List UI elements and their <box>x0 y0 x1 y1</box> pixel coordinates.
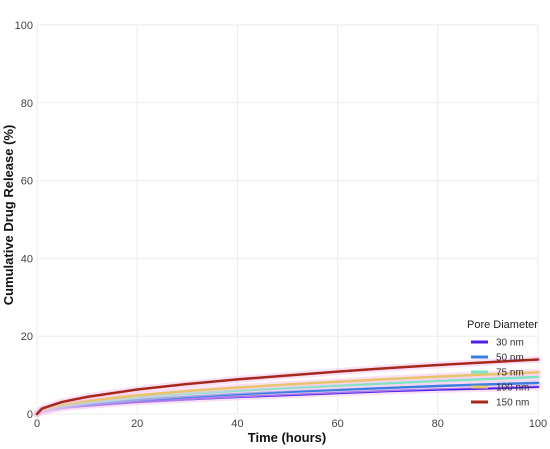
y-tick-label: 80 <box>21 98 33 110</box>
y-axis-title: Cumulative Drug Release (%) <box>1 125 16 306</box>
x-axis: 0 20 40 60 80 100 <box>34 418 547 430</box>
x-tick-label: 0 <box>34 418 40 430</box>
legend: Pore Diameter 30 nm 50 nm 75 nm 100 nm 150 n… <box>467 319 538 409</box>
y-tick-label: 100 <box>15 20 33 32</box>
x-tick-label: 20 <box>131 418 143 430</box>
legend-label: 75 nm <box>496 368 524 379</box>
y-tick-label: 40 <box>21 253 33 265</box>
legend-label: 100 nm <box>496 383 529 394</box>
x-tick-label: 40 <box>231 418 243 430</box>
legend-title: Pore Diameter <box>467 319 538 331</box>
y-tick-label: 0 <box>27 409 33 421</box>
series-line-4 <box>35 358 540 416</box>
y-tick-label: 20 <box>21 331 33 343</box>
y-axis: 0 20 40 60 80 100 <box>15 20 33 421</box>
legend-label: 150 nm <box>496 398 529 409</box>
grid <box>36 24 539 415</box>
x-tick-label: 80 <box>432 418 444 430</box>
legend-label: 30 nm <box>496 338 524 349</box>
x-tick-label: 60 <box>331 418 343 430</box>
series-lines <box>33 356 542 418</box>
legend-label: 50 nm <box>496 353 524 364</box>
x-axis-title: Time (hours) <box>248 430 327 445</box>
y-tick-label: 60 <box>21 176 33 188</box>
x-tick-label: 100 <box>529 418 547 430</box>
